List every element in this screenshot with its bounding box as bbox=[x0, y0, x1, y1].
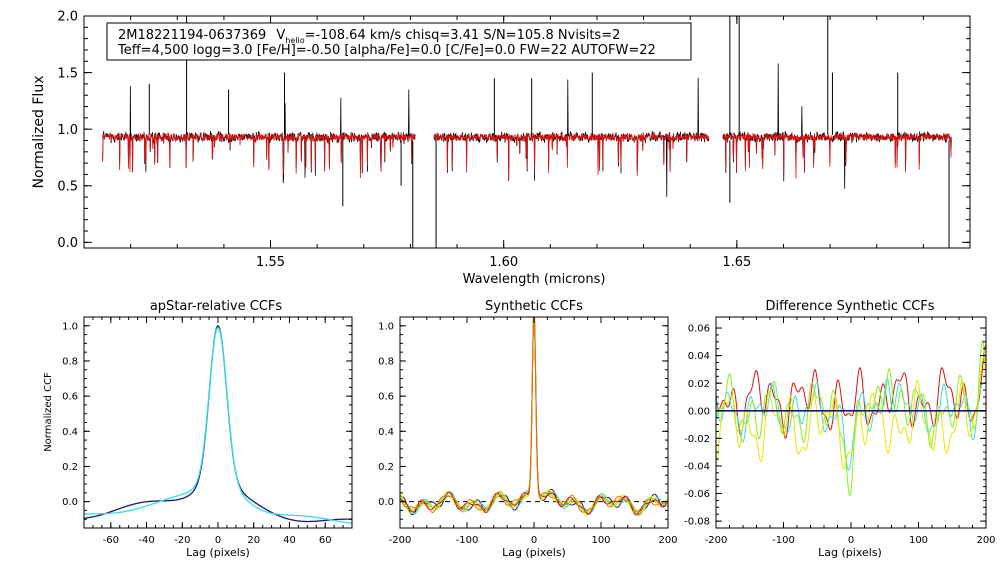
ccf2-series-line bbox=[400, 317, 668, 516]
vhelio-rest: =-108.64 km/s chisq=3.41 S/N=105.8 Nvisi… bbox=[305, 28, 621, 43]
ccf2-series-line bbox=[400, 317, 668, 516]
x-tick-label: 0 bbox=[848, 535, 854, 546]
spectrum-annotation-box bbox=[106, 22, 692, 61]
ccf2-axes: -200 -100 0 100 200 0.0 0.2 0.4 0.6 0.8 1.0 bbox=[378, 317, 678, 546]
x-tick-label: -200 bbox=[389, 535, 412, 546]
y-tick-label: 0.4 bbox=[378, 427, 394, 438]
y-tick-label: 1.0 bbox=[57, 123, 78, 138]
y-tick-label: 1.5 bbox=[57, 66, 78, 81]
ccf-panel-synthetic: Synthetic CCFs -200 -100 0 100 200 0.0 0.2 0.4 0… bbox=[378, 299, 677, 559]
ccf2-series-line bbox=[400, 317, 668, 516]
ccf1-series-line bbox=[84, 324, 352, 523]
x-tick-label: 60 bbox=[319, 535, 332, 546]
y-tick-label: 0.6 bbox=[62, 392, 78, 403]
x-tick-label: 0 bbox=[215, 535, 221, 546]
x-tick-label: 200 bbox=[976, 535, 995, 546]
spectrum-observed-line bbox=[722, 63, 952, 189]
x-tick-label: 0 bbox=[531, 535, 537, 546]
x-tick-label: 1.65 bbox=[722, 255, 751, 270]
spectrum-axes: 1.55 1.60 1.65 0.0 0.5 1.0 1.5 2.0 bbox=[57, 10, 970, 270]
ccf3-axes: -200 -100 0 100 200 -0.08 -0.06 -0.04 -0.02 0.00 0… bbox=[684, 317, 996, 546]
y-tick-label: 1.0 bbox=[62, 321, 78, 332]
x-tick-label: -40 bbox=[138, 535, 154, 546]
ccf3-plot-area bbox=[716, 339, 986, 497]
ccf3-series-line bbox=[716, 377, 986, 471]
spectrum-panel: 1.55 1.60 1.65 0.0 0.5 1.0 1.5 2.0 2M18221194-0… bbox=[31, 10, 971, 287]
y-tick-label: 0.2 bbox=[62, 462, 78, 473]
y-tick-label: 1.0 bbox=[378, 321, 394, 332]
ccf1-xlabel: Lag (pixels) bbox=[186, 546, 250, 559]
x-tick-label: 20 bbox=[247, 535, 260, 546]
y-tick-label: 0.8 bbox=[378, 357, 394, 368]
ccf-panel-difference: Difference Synthetic CCFs -200 -100 0 100 20… bbox=[684, 299, 995, 559]
y-tick-label: 0.0 bbox=[57, 236, 78, 251]
spectrum-model-line bbox=[722, 132, 952, 179]
y-tick-label: 0.6 bbox=[378, 392, 394, 403]
ccf-panel-apstar: apStar-relative CCFs -60 -40 -20 0 20 40 60 0.0… bbox=[43, 299, 353, 559]
y-tick-label: 2.0 bbox=[57, 10, 78, 25]
y-tick-label: -0.06 bbox=[684, 489, 710, 500]
x-tick-label: -60 bbox=[103, 535, 119, 546]
vhelio-subscript: helio bbox=[285, 36, 304, 45]
y-tick-label: 0.5 bbox=[57, 179, 78, 194]
x-tick-label: -100 bbox=[772, 535, 795, 546]
y-tick-label: 0.06 bbox=[688, 324, 710, 335]
vhelio-symbol: V bbox=[276, 28, 285, 43]
spectrum-xlabel: Wavelength (microns) bbox=[463, 272, 606, 287]
ccf2-series-line bbox=[400, 317, 668, 516]
ccf1-title: apStar-relative CCFs bbox=[150, 299, 283, 314]
ccf2-series-line bbox=[400, 317, 668, 516]
spectrum-model-line bbox=[433, 132, 710, 180]
ccf1-frame bbox=[83, 316, 353, 529]
x-tick-label: 100 bbox=[591, 535, 610, 546]
y-tick-label: 0.04 bbox=[688, 351, 710, 362]
x-tick-label: -100 bbox=[456, 535, 479, 546]
spectrum-ylabel: Normalized Flux bbox=[31, 76, 47, 189]
spectrum-annotation-line2: Teff=4,500 logg=3.0 [Fe/H]=-0.50 [alpha/… bbox=[117, 43, 656, 58]
ccf2-frame bbox=[399, 316, 669, 529]
x-tick-label: 100 bbox=[909, 535, 928, 546]
y-tick-label: 0.2 bbox=[378, 462, 394, 473]
y-tick-label: 0.00 bbox=[688, 406, 710, 417]
y-tick-label: 0.02 bbox=[688, 379, 710, 390]
y-tick-label: 0.4 bbox=[62, 427, 78, 438]
x-tick-label: 40 bbox=[283, 535, 296, 546]
spectrum-annotation-line1: 2M18221194-0637369 Vhelio=-108.64 km/s c… bbox=[118, 28, 620, 45]
spectrum-plot-area bbox=[102, 16, 952, 248]
ccf1-series-line bbox=[84, 326, 352, 524]
y-tick-label: 0.8 bbox=[62, 357, 78, 368]
ccf2-series-line bbox=[400, 317, 668, 516]
spectrum-frame bbox=[83, 15, 971, 249]
ccf2-plot-area bbox=[400, 317, 668, 516]
ccf2-title: Synthetic CCFs bbox=[485, 299, 583, 314]
y-tick-label: 0.0 bbox=[62, 497, 78, 508]
x-tick-label: 200 bbox=[658, 535, 677, 546]
y-tick-label: 0.0 bbox=[378, 497, 394, 508]
spectrum-model-line bbox=[102, 132, 416, 179]
y-tick-label: -0.08 bbox=[684, 517, 710, 528]
ccf1-plot-area bbox=[84, 324, 352, 524]
ccf1-axes: -60 -40 -20 0 20 40 60 0.0 0.2 0.4 0.6 0.8 1.0 bbox=[62, 317, 352, 546]
ccf3-series-line bbox=[716, 356, 986, 470]
ccf1-ylabel: Normalized CCF bbox=[43, 372, 54, 452]
ccf3-title: Difference Synthetic CCFs bbox=[765, 299, 934, 314]
y-tick-label: -0.04 bbox=[684, 462, 710, 473]
ccf3-xlabel: Lag (pixels) bbox=[818, 546, 882, 559]
ccf2-xlabel: Lag (pixels) bbox=[502, 546, 566, 559]
star-id: 2M18221194-0637369 bbox=[118, 28, 266, 43]
x-tick-label: 1.60 bbox=[489, 255, 518, 270]
x-tick-label: 1.55 bbox=[256, 255, 285, 270]
x-tick-label: -20 bbox=[174, 535, 190, 546]
ccf3-series-line bbox=[716, 345, 986, 439]
y-tick-label: -0.02 bbox=[684, 434, 710, 445]
x-tick-label: -200 bbox=[705, 535, 728, 546]
ccf3-series-line bbox=[716, 339, 986, 497]
